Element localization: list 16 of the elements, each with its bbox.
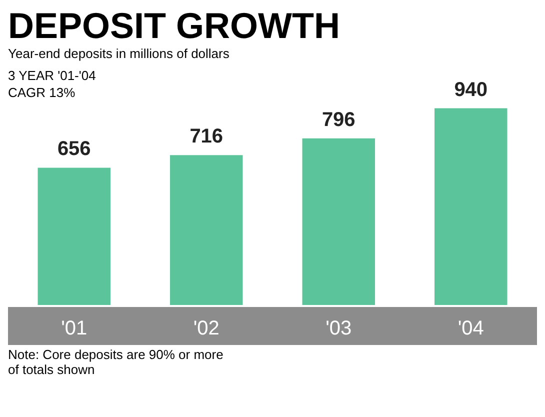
data-label: 796 <box>322 108 356 131</box>
text: Note: Core deposits are 90% or more of totals shown <box>8 347 224 377</box>
data-label: 716 <box>190 126 224 148</box>
x-tick-label: '03 <box>326 318 352 340</box>
data-label: 656 <box>57 138 91 160</box>
x-tick-label: '02 <box>193 318 220 340</box>
chart-title: DEPOSIT GROWTH <box>8 5 341 46</box>
bar <box>38 168 110 305</box>
bar <box>302 138 375 305</box>
bar <box>434 108 508 305</box>
chart-subtitle: Year-end deposits in millions of dollars <box>8 46 230 61</box>
x-tick-label: '04 <box>458 318 484 340</box>
bar <box>170 155 243 305</box>
data-label: 940 <box>454 78 488 101</box>
x-tick-label: '01 <box>61 318 88 340</box>
text: 3 YEAR '01-'04 CAGR 13% <box>8 67 97 101</box>
